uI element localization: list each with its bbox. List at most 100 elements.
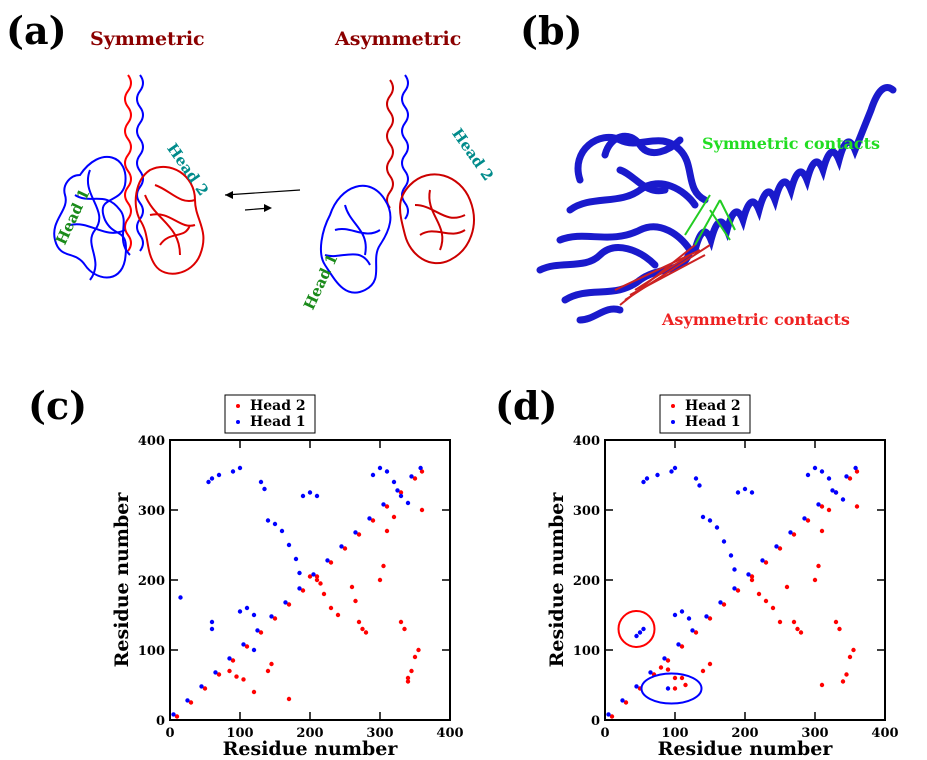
- data-point-head-1: [209, 476, 215, 481]
- legend-marker: [236, 420, 240, 424]
- x-tick-label: 100: [226, 726, 253, 741]
- data-point-head-1: [735, 490, 741, 495]
- data-point-head-2: [749, 577, 755, 583]
- data-point-head-2: [241, 677, 246, 682]
- y-tick-label: 400: [138, 434, 165, 449]
- data-point-head-1: [213, 670, 218, 675]
- data-point-head-2: [795, 626, 800, 632]
- data-point-head-1: [644, 476, 650, 481]
- data-point-head-1: [826, 476, 832, 481]
- data-point-head-1: [746, 572, 751, 577]
- x-tick-label: 400: [871, 726, 898, 741]
- data-point-head-2: [851, 647, 856, 653]
- data-point-head-1: [314, 493, 320, 499]
- data-point-head-1: [693, 476, 699, 481]
- data-point-head-1: [199, 684, 204, 689]
- data-point-head-1: [391, 479, 397, 485]
- data-point-head-2: [356, 619, 362, 625]
- data-point-head-1: [707, 518, 713, 523]
- data-point-head-2: [805, 518, 811, 523]
- data-point-head-2: [174, 714, 180, 719]
- data-point-head-1: [255, 628, 260, 633]
- data-point-head-1: [714, 525, 720, 530]
- data-point-head-1: [641, 626, 646, 632]
- data-point-head-1: [300, 493, 306, 499]
- data-point-head-2: [216, 672, 222, 677]
- data-point-head-1: [178, 595, 183, 600]
- asymmetric-contacts-label: Asymmetric contacts: [662, 310, 850, 329]
- y-tick-label: 100: [573, 644, 600, 659]
- data-point-head-1: [395, 488, 400, 493]
- data-point-head-1: [676, 642, 681, 647]
- y-tick-label: 400: [573, 434, 600, 449]
- head1-blob-asymmetric: [319, 184, 392, 294]
- data-point-head-2: [349, 584, 355, 590]
- symmetric-contacts-label: Symmetric contacts: [702, 134, 881, 153]
- legend-label: Head 1: [250, 414, 306, 430]
- data-point-head-1: [241, 642, 246, 647]
- panel-label-c: (c): [28, 383, 88, 428]
- y-tick-label: 0: [591, 714, 600, 729]
- data-point-head-2: [819, 528, 825, 534]
- legend-label: Head 2: [685, 398, 741, 414]
- data-point-head-2: [227, 668, 232, 674]
- data-point-head-2: [819, 682, 825, 688]
- data-point-head-1: [853, 465, 858, 471]
- protein-structures-panel-a: [53, 74, 475, 294]
- data-point-head-1: [760, 558, 765, 563]
- data-point-head-1: [353, 530, 358, 535]
- helix-red-asymmetric: [386, 79, 394, 209]
- data-point-head-1: [398, 493, 404, 499]
- data-point-head-2: [763, 560, 769, 565]
- data-point-head-1: [665, 686, 671, 691]
- protein-structure-panel-b: [536, 84, 897, 324]
- data-point-head-1: [297, 570, 302, 576]
- data-point-head-1: [311, 572, 316, 577]
- legend-box: [224, 394, 316, 434]
- data-point-head-2: [826, 507, 832, 513]
- data-point-head-2: [798, 630, 804, 635]
- data-point-head-2: [398, 490, 404, 495]
- plot-frame: [604, 439, 886, 721]
- data-point-head-2: [840, 679, 846, 684]
- data-point-head-2: [234, 674, 239, 679]
- data-point-head-1: [788, 530, 793, 535]
- data-point-head-1: [230, 469, 236, 474]
- data-point-head-2: [665, 667, 671, 672]
- y-axis-label: Residue number: [546, 492, 568, 668]
- data-point-head-2: [265, 668, 271, 674]
- data-point-head-2: [269, 661, 274, 667]
- data-point-head-1: [409, 474, 414, 479]
- data-point-head-2: [844, 672, 849, 677]
- y-tick-label: 100: [138, 644, 165, 659]
- data-point-head-1: [721, 539, 727, 544]
- data-point-head-1: [648, 670, 653, 675]
- helix-red-symmetric: [124, 74, 132, 252]
- y-tick-label: 0: [156, 714, 165, 729]
- data-point-head-1: [297, 586, 302, 591]
- data-point-head-1: [844, 474, 849, 479]
- data-point-head-2: [693, 630, 699, 635]
- data-point-head-1: [206, 479, 211, 485]
- head1-blob-symmetric: [53, 155, 131, 281]
- data-point-head-1: [370, 472, 376, 478]
- data-point-head-2: [202, 686, 208, 691]
- arrow-left: [224, 189, 301, 196]
- data-point-head-1: [840, 497, 846, 502]
- head2-blob-symmetric: [134, 165, 205, 275]
- x-tick-label: 0: [165, 726, 174, 741]
- y-tick-label: 300: [138, 504, 165, 519]
- data-point-head-2: [735, 588, 741, 593]
- data-point-head-2: [244, 644, 250, 649]
- data-point-head-2: [286, 696, 292, 702]
- data-point-head-2: [416, 647, 421, 653]
- data-point-head-1: [655, 472, 660, 478]
- data-point-head-2: [230, 658, 236, 663]
- data-point-head-1: [251, 612, 257, 618]
- data-point-head-1: [728, 553, 734, 558]
- data-point-head-2: [707, 661, 713, 667]
- data-point-head-1: [634, 633, 639, 639]
- data-point-head-1: [244, 605, 250, 611]
- y-tick-label: 300: [573, 504, 600, 519]
- data-point-head-1: [700, 514, 706, 520]
